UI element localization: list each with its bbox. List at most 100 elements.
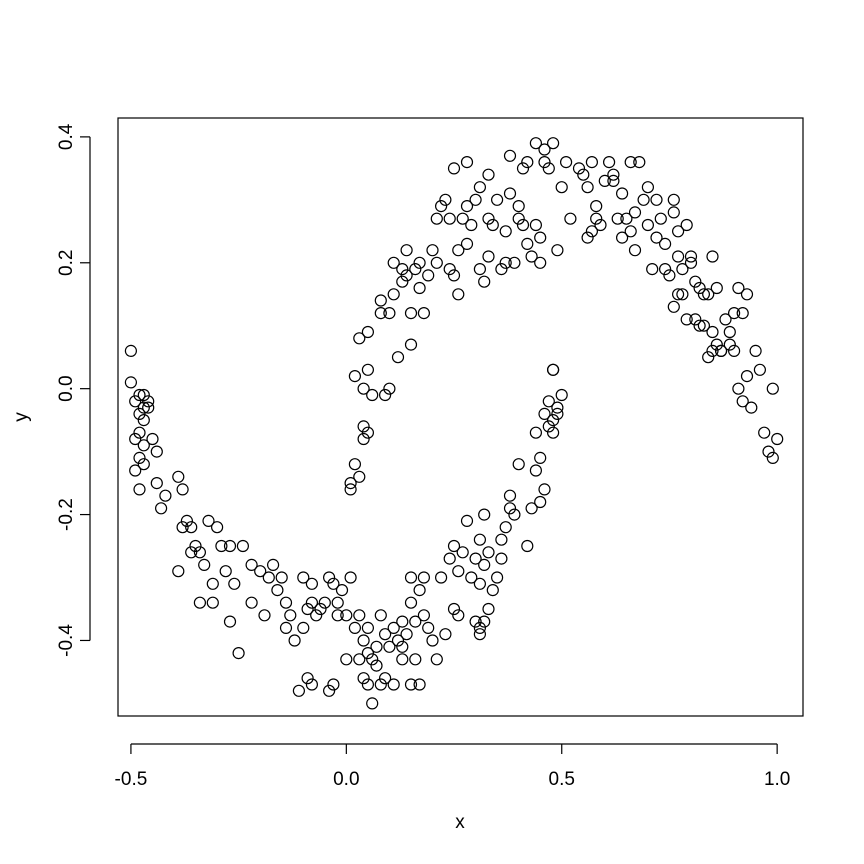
data-point [279, 596, 293, 609]
data-point [745, 401, 758, 414]
data-point [482, 250, 495, 263]
data-point [357, 420, 370, 433]
data-point [534, 451, 547, 464]
data-point [374, 609, 387, 622]
data-point [564, 212, 577, 225]
data-point [439, 628, 452, 641]
data-point [620, 212, 633, 225]
data-point [529, 218, 543, 232]
data-point [159, 489, 172, 502]
data-point [529, 137, 543, 150]
data-point [357, 432, 370, 446]
data-point [305, 577, 318, 590]
data-point [585, 225, 599, 238]
data-point [671, 250, 685, 263]
data-point [223, 539, 237, 553]
data-point [478, 615, 491, 628]
data-point [538, 156, 551, 169]
data-point [590, 212, 603, 225]
data-point [577, 168, 590, 181]
data-point [663, 269, 676, 282]
data-point [361, 678, 374, 691]
data-point [706, 325, 719, 339]
x-tick-label: 0.0 [333, 769, 359, 790]
data-point [447, 162, 461, 175]
data-point [581, 181, 594, 194]
data-point [379, 388, 392, 402]
x-tick-label: 0.5 [549, 769, 575, 790]
data-point [172, 470, 185, 483]
data-point [727, 307, 741, 320]
data-point [361, 363, 374, 376]
data-point [447, 269, 461, 282]
data-point [430, 256, 443, 269]
data-point [702, 288, 715, 301]
data-point [137, 388, 150, 402]
data-point [430, 212, 443, 225]
data-point [133, 483, 146, 496]
data-point [749, 344, 762, 357]
data-point [637, 193, 650, 206]
data-point [546, 414, 560, 427]
y-tick-label: 0.0 [56, 375, 77, 401]
data-point [633, 156, 646, 169]
data-point [624, 156, 637, 169]
data-point [628, 244, 642, 257]
data-point [228, 577, 241, 590]
data-point [689, 313, 702, 326]
data-point [155, 502, 168, 515]
data-point [198, 558, 211, 572]
data-point [452, 288, 465, 301]
data-point [176, 483, 189, 496]
data-point [762, 445, 775, 458]
data-point [585, 156, 599, 169]
data-point [478, 558, 491, 572]
data-point [223, 615, 237, 628]
data-point [689, 275, 702, 288]
data-point [771, 432, 784, 446]
data-point [172, 565, 185, 578]
data-point [684, 256, 698, 269]
data-point [426, 634, 439, 647]
data-point [551, 244, 564, 257]
data-point [465, 218, 478, 232]
data-point [499, 256, 512, 269]
data-point [236, 539, 249, 553]
data-point [353, 653, 366, 666]
data-point [133, 451, 146, 464]
data-point [469, 193, 482, 206]
data-point [495, 533, 508, 546]
data-point [366, 388, 379, 402]
data-point [499, 521, 512, 534]
data-point [710, 338, 723, 351]
data-point [150, 477, 163, 490]
data-point [396, 263, 409, 276]
data-point [486, 583, 499, 597]
data-point [357, 634, 370, 647]
data-point [366, 653, 379, 666]
data-point [702, 351, 715, 364]
data-point [486, 218, 499, 232]
data-point [559, 156, 573, 169]
data-point [650, 231, 663, 244]
data-point [129, 395, 142, 408]
data-point [542, 162, 555, 175]
data-point [327, 678, 340, 691]
data-point [142, 395, 155, 408]
data-point [465, 571, 478, 584]
y-tick-label: 0.2 [56, 250, 77, 276]
data-point [409, 653, 422, 666]
data-point [353, 332, 366, 345]
data-point [710, 281, 723, 295]
data-point [133, 407, 146, 420]
data-point [409, 263, 422, 276]
data-point [607, 174, 620, 187]
data-point [417, 609, 430, 622]
data-point [400, 244, 413, 257]
data-point [124, 376, 137, 389]
data-point [180, 514, 193, 528]
data-point [142, 401, 155, 414]
data-point [387, 288, 400, 301]
data-point [641, 218, 655, 232]
